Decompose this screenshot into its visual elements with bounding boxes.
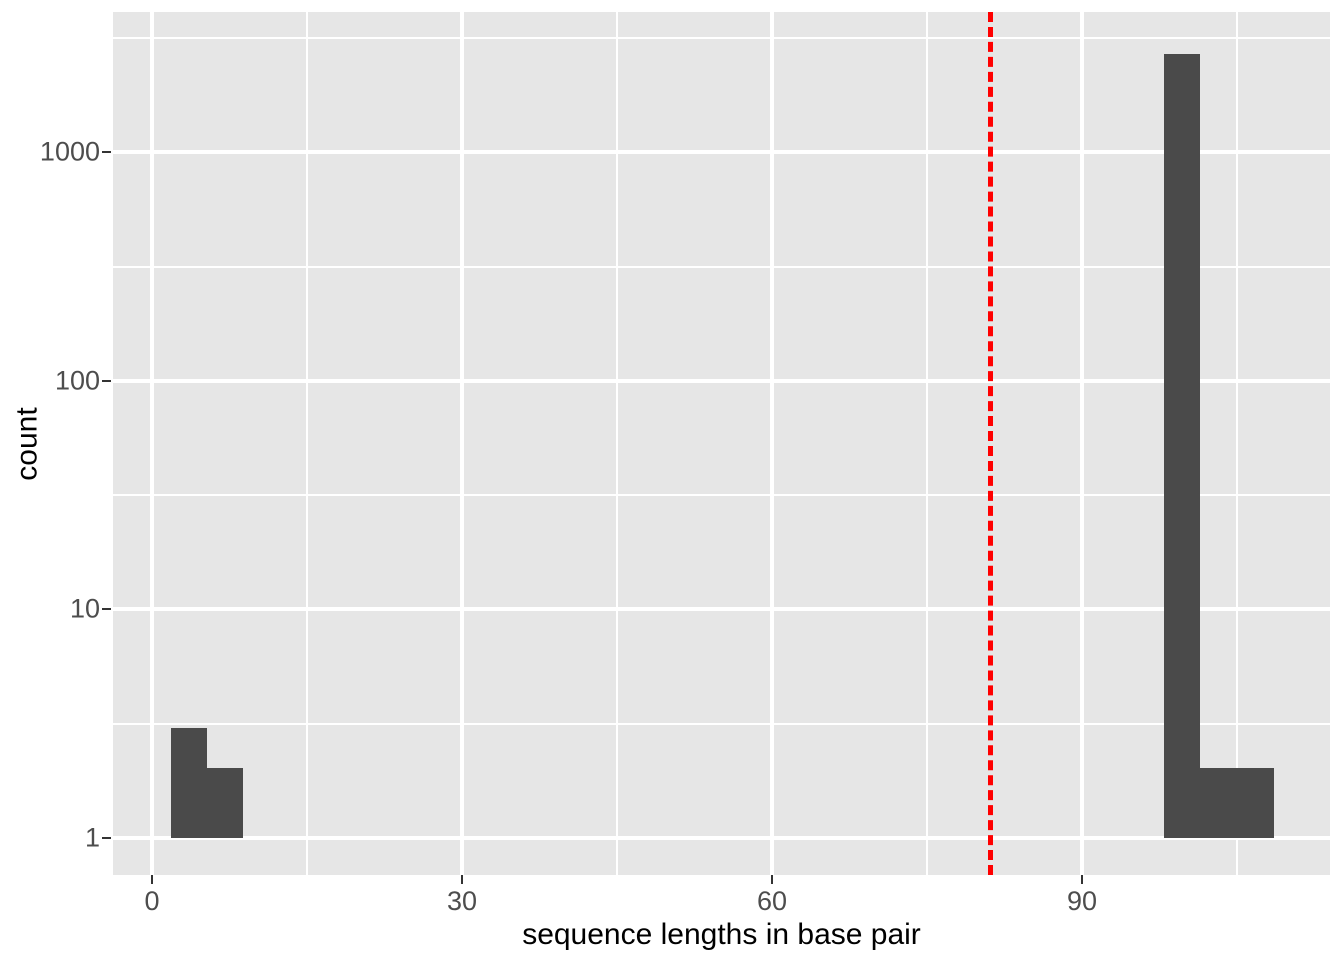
histogram-bar	[1164, 54, 1200, 838]
y-axis-title-text: count	[11, 407, 45, 481]
x-tick-mark-90	[1081, 875, 1083, 884]
gridline-major-v-90	[1080, 12, 1084, 875]
y-tick-label-1000: 1000	[39, 136, 100, 167]
y-tick-mark-1	[102, 837, 111, 839]
gridline-minor-v-15	[306, 12, 308, 875]
y-tick-mark-10	[102, 608, 111, 610]
vline-threshold-80	[988, 12, 993, 875]
y-tick-label-100: 100	[54, 365, 100, 396]
gridline-minor-v-75	[926, 12, 928, 875]
histogram-bar	[1200, 768, 1274, 838]
x-tick-label-60: 60	[756, 886, 788, 916]
y-tick-mark-100	[102, 380, 111, 382]
x-tick-mark-60	[771, 875, 773, 884]
histogram-bar	[207, 768, 243, 838]
x-tick-mark-0	[151, 875, 153, 884]
x-axis-title-text: sequence lengths in base pair	[522, 918, 921, 951]
gridline-major-h-10	[113, 607, 1330, 611]
gridline-major-h-100	[113, 379, 1330, 383]
x-tick-label-90: 90	[1066, 886, 1098, 916]
y-axis-tick-labels: 1000 100 10 1	[40, 0, 100, 888]
gridline-major-v-60	[770, 12, 774, 875]
gridline-minor-h-3	[113, 723, 1330, 725]
gridline-major-v-30	[460, 12, 464, 875]
gridline-minor-v-45	[616, 12, 618, 875]
x-tick-label-30: 30	[446, 886, 478, 916]
histogram-bar	[171, 728, 207, 838]
gridline-major-v-0	[150, 12, 154, 875]
x-axis-tick-marks	[113, 875, 1330, 887]
gridline-minor-h-32	[113, 494, 1330, 496]
gridline-major-h-1	[113, 836, 1330, 840]
y-tick-label-10: 10	[69, 593, 100, 624]
y-tick-mark-1000	[102, 151, 111, 153]
gridline-major-h-1000	[113, 150, 1330, 154]
gridline-minor-h-316	[113, 266, 1330, 268]
x-axis-title: sequence lengths in base pair	[113, 914, 1330, 956]
y-tick-label-1: 1	[84, 822, 100, 853]
plot-panel	[113, 12, 1330, 875]
gridline-minor-h-3162	[113, 37, 1330, 39]
x-tick-mark-30	[461, 875, 463, 884]
x-axis-tick-labels: 0 30 60 90	[113, 886, 1330, 922]
gridline-minor-v-105	[1236, 12, 1238, 875]
x-tick-label-0: 0	[144, 886, 160, 916]
y-axis-title: count	[0, 0, 56, 888]
